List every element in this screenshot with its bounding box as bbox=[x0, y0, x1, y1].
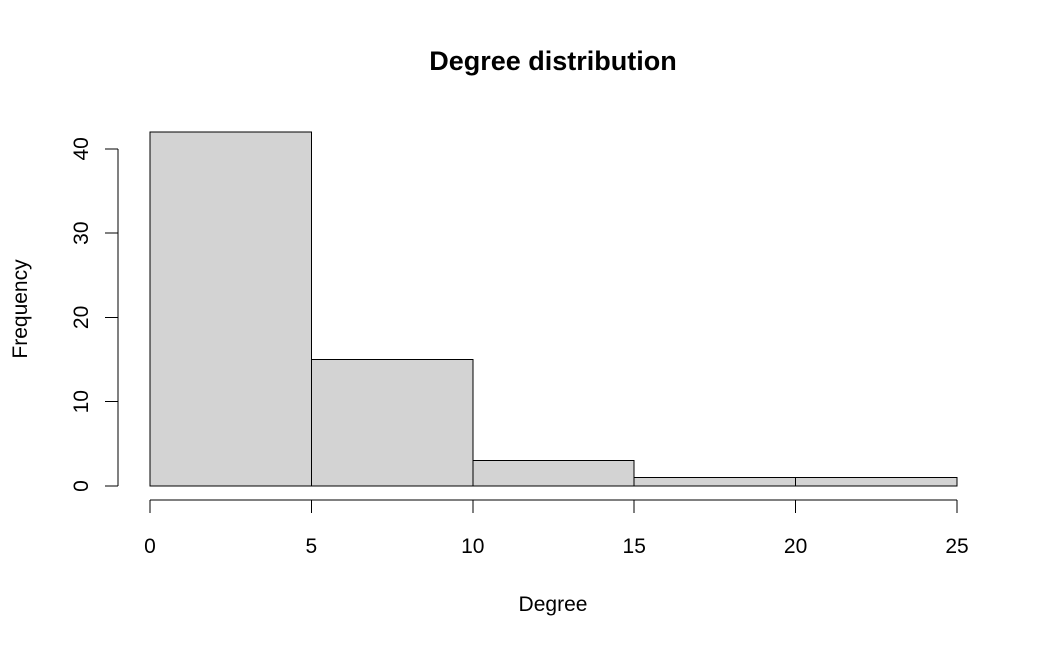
histogram-bar bbox=[472, 460, 635, 487]
y-tick-label: 40 bbox=[70, 137, 93, 160]
histogram-bar bbox=[633, 477, 797, 487]
x-tick-label: 15 bbox=[623, 535, 646, 558]
x-tick-label: 20 bbox=[784, 535, 807, 558]
histogram-bar bbox=[310, 359, 474, 487]
x-tick-label: 5 bbox=[306, 535, 318, 558]
bars-group bbox=[149, 131, 958, 487]
chart-title: Degree distribution bbox=[429, 46, 677, 76]
y-tick-label: 30 bbox=[70, 221, 93, 244]
x-axis-label: Degree bbox=[519, 593, 588, 616]
histogram-bar bbox=[795, 477, 958, 487]
y-axis-label: Frequency bbox=[9, 259, 32, 359]
y-tick-label: 10 bbox=[70, 390, 93, 413]
x-axis: 0 5 10 15 20 25 bbox=[144, 499, 969, 558]
histogram-bar bbox=[149, 131, 312, 487]
y-tick-label: 0 bbox=[70, 480, 93, 492]
x-tick-label: 25 bbox=[945, 535, 968, 558]
y-tick-label: 20 bbox=[70, 306, 93, 329]
x-tick-label: 0 bbox=[144, 535, 156, 558]
x-tick-label: 10 bbox=[461, 535, 484, 558]
y-axis: 0 10 20 30 40 bbox=[70, 137, 119, 492]
